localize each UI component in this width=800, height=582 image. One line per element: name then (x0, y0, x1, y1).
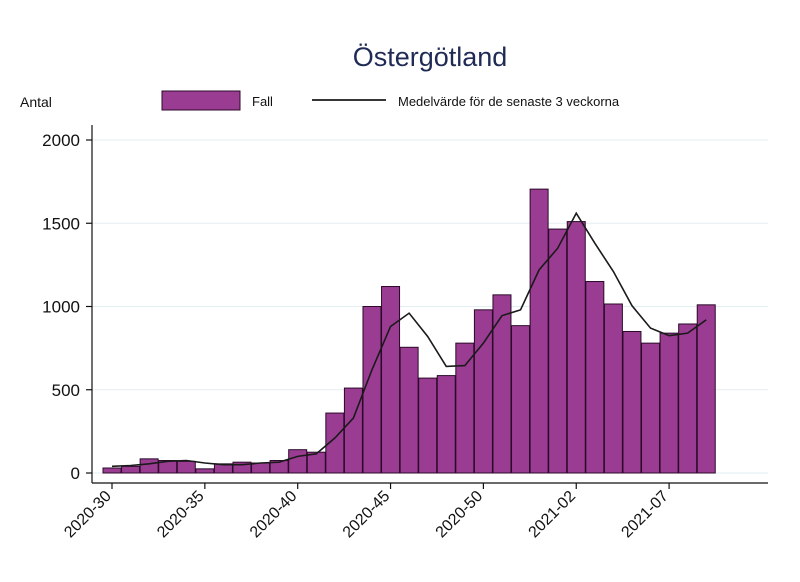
bar-2020-49 (455, 342, 475, 474)
bar-2020-39 (269, 460, 289, 474)
bar-2020-37 (232, 461, 252, 474)
bar-2021-04 (603, 303, 623, 474)
y-tick-label-1000: 1000 (42, 298, 80, 317)
bar-2020-53 (529, 188, 549, 474)
bar-2020-52 (511, 325, 531, 474)
bar-2020-50 (473, 309, 493, 474)
bar-2020-48 (436, 375, 456, 474)
bar-2020-46 (399, 346, 419, 474)
y-tick-labels: 0 500 1000 1500 2000 (42, 131, 92, 483)
x-tick-labels: 2020-30 2020-35 2020-40 2020-45 2020-50 2021-… (61, 483, 672, 541)
bar-2020-40 (288, 449, 308, 474)
average-line (111, 211, 707, 468)
bar-2020-42 (325, 412, 345, 474)
x-tick-label-2020-35: 2020-35 (154, 488, 208, 542)
bar-2020-47 (418, 377, 438, 474)
bar-2020-32 (139, 458, 159, 474)
bar-2020-51 (492, 294, 512, 474)
bar-2021-01 (548, 228, 568, 474)
bar-2020-45 (381, 286, 401, 474)
y-tick-label-0: 0 (71, 464, 80, 483)
y-tick-label-1500: 1500 (42, 214, 80, 233)
bar-2021-07 (659, 332, 679, 474)
bar-2021-03 (585, 281, 605, 474)
y-tick-label-500: 500 (52, 381, 80, 400)
line-series (111, 211, 707, 468)
legend-label-fall: Fall (252, 94, 273, 109)
bar-2021-02 (566, 221, 586, 474)
y-tick-label-2000: 2000 (42, 131, 80, 150)
x-tick-label-2020-45: 2020-45 (340, 488, 394, 542)
y-axis-label: Antal (20, 94, 52, 110)
x-tick-label-2021-02: 2021-02 (526, 488, 580, 542)
bar-2021-05 (622, 330, 642, 474)
bar-2020-43 (343, 387, 363, 474)
bar-2021-06 (641, 342, 661, 474)
bar-2021-09 (696, 304, 716, 474)
x-tick-label-2020-30: 2020-30 (61, 488, 115, 542)
bar-2020-30 (102, 467, 122, 474)
bar-2020-35 (195, 468, 215, 474)
x-tick-label-2020-40: 2020-40 (247, 488, 301, 542)
bar-2020-33 (158, 460, 178, 474)
legend-label-average: Medelvärde för de senaste 3 veckorna (398, 94, 620, 109)
x-tick-label-2021-07: 2021-07 (618, 488, 672, 542)
bar-2020-36 (213, 463, 233, 474)
bar-2020-41 (306, 451, 326, 474)
bar-2020-38 (251, 462, 271, 474)
bar-2020-44 (362, 306, 382, 474)
bar-2020-31 (121, 465, 141, 474)
bar-2021-08 (678, 323, 698, 474)
chart-title: Östergötland (353, 42, 508, 72)
legend: Fall Medelvärde för de senaste 3 veckorn… (161, 90, 620, 111)
bar-series (102, 188, 716, 474)
legend-swatch-fall (161, 90, 241, 111)
x-tick-label-2020-50: 2020-50 (433, 488, 487, 542)
bar-2020-34 (176, 460, 196, 474)
